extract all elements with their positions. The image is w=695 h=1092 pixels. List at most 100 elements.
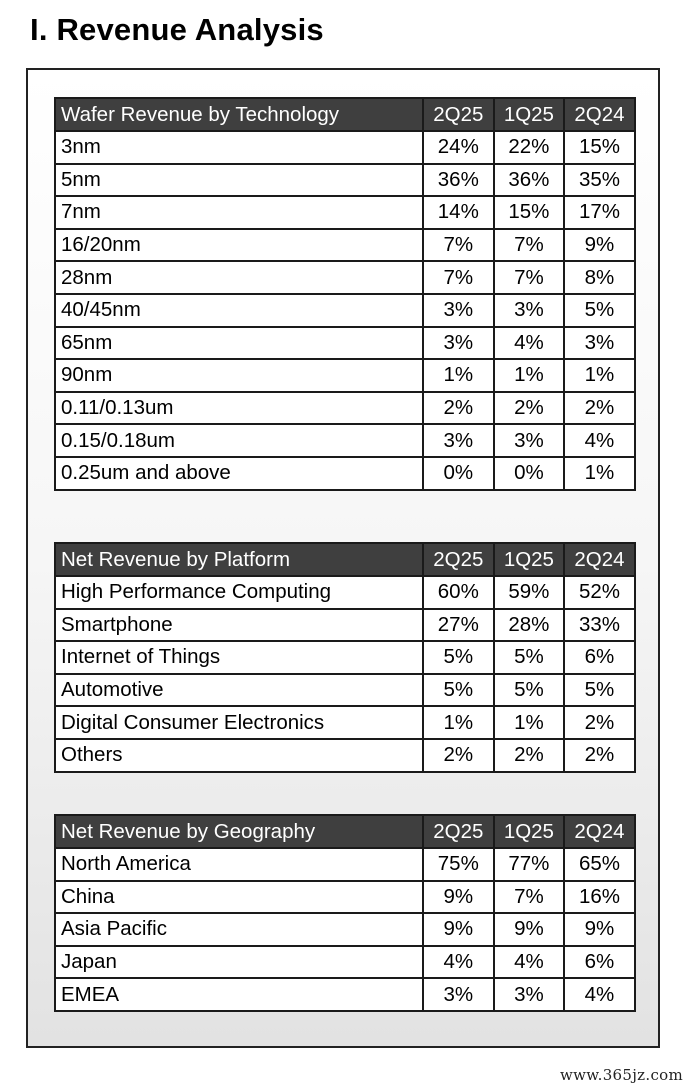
table-row: China 9% 7% 16% [54,879,636,915]
percent-cell: 7% [492,260,566,295]
row-label-cell: Smartphone [54,607,424,643]
percent-cell: 0% [422,455,495,491]
percent-cell: 52% [563,575,636,610]
percent-cell: 2% [492,390,566,426]
table-header-row: Net Revenue by Geography 2Q25 1Q25 2Q24 [54,814,636,849]
percent-cell: 1% [563,455,636,491]
watermark: www.365jz.com [559,1066,683,1084]
percent-cell: 7% [422,227,495,263]
table-row: North America 75% 77% 65% [54,847,636,882]
percent-cell: 9% [492,912,566,947]
row-label-cell: 90nm [54,358,424,393]
period-header-cell: 2Q24 [563,814,636,849]
percent-cell: 7% [492,879,566,915]
row-label-cell: 0.11/0.13um [54,390,424,426]
row-label-cell: 65nm [54,325,424,361]
percent-cell: 3% [492,977,566,1012]
percent-cell: 59% [492,575,566,610]
percent-cell: 0% [492,455,566,491]
row-label-cell: Others [54,737,424,773]
row-label-cell: Automotive [54,672,424,708]
table-row: High Performance Computing 60% 59% 52% [54,575,636,610]
percent-cell: 17% [563,195,636,230]
revenue-panel: Wafer Revenue by Technology 2Q25 1Q25 2Q24 3… [26,68,660,1048]
period-header-cell: 1Q25 [492,814,566,849]
percent-cell: 7% [492,227,566,263]
row-label-cell: China [54,879,424,915]
period-header-cell: 2Q24 [563,542,636,577]
percent-cell: 7% [422,260,495,295]
percent-cell: 3% [563,325,636,361]
row-label-cell: 40/45nm [54,292,424,328]
table-row: 16/20nm 7% 7% 9% [54,227,636,263]
row-label-cell: 0.15/0.18um [54,423,424,458]
period-header-cell: 2Q25 [422,542,495,577]
table-row: 28nm 7% 7% 8% [54,260,636,295]
table-row: 3nm 24% 22% 15% [54,130,636,165]
row-label-cell: High Performance Computing [54,575,424,610]
table-title-cell: Net Revenue by Geography [54,814,424,849]
row-label-cell: 3nm [54,130,424,165]
percent-cell: 9% [563,912,636,947]
table-title-cell: Wafer Revenue by Technology [54,97,424,132]
percent-cell: 22% [492,130,566,165]
platform-revenue-table: Net Revenue by Platform 2Q25 1Q25 2Q24 High … [54,542,636,773]
row-label-cell: Internet of Things [54,640,424,675]
percent-cell: 4% [563,977,636,1012]
percent-cell: 6% [563,944,636,980]
percent-cell: 1% [492,358,566,393]
percent-cell: 1% [492,705,566,740]
table-row: Automotive 5% 5% 5% [54,672,636,708]
percent-cell: 9% [422,879,495,915]
percent-cell: 36% [422,162,495,198]
period-header-cell: 1Q25 [492,542,566,577]
percent-cell: 28% [492,607,566,643]
table-row: 5nm 36% 36% 35% [54,162,636,198]
percent-cell: 4% [422,944,495,980]
period-header-cell: 2Q25 [422,814,495,849]
row-label-cell: 5nm [54,162,424,198]
table-row: 65nm 3% 4% 3% [54,325,636,361]
percent-cell: 5% [492,640,566,675]
percent-cell: 6% [563,640,636,675]
table-row: Smartphone 27% 28% 33% [54,607,636,643]
table-row: 40/45nm 3% 3% 5% [54,292,636,328]
percent-cell: 4% [563,423,636,458]
table-row: EMEA 3% 3% 4% [54,977,636,1012]
percent-cell: 27% [422,607,495,643]
percent-cell: 75% [422,847,495,882]
period-header-cell: 1Q25 [492,97,566,132]
percent-cell: 1% [563,358,636,393]
percent-cell: 1% [422,705,495,740]
table-header-row: Wafer Revenue by Technology 2Q25 1Q25 2Q24 [54,97,636,132]
percent-cell: 5% [492,672,566,708]
percent-cell: 3% [422,423,495,458]
percent-cell: 60% [422,575,495,610]
table-header-row: Net Revenue by Platform 2Q25 1Q25 2Q24 [54,542,636,577]
percent-cell: 77% [492,847,566,882]
row-label-cell: 16/20nm [54,227,424,263]
percent-cell: 5% [422,672,495,708]
period-header-cell: 2Q24 [563,97,636,132]
percent-cell: 3% [422,292,495,328]
table-row: 90nm 1% 1% 1% [54,358,636,393]
percent-cell: 2% [492,737,566,773]
percent-cell: 35% [563,162,636,198]
percent-cell: 15% [563,130,636,165]
table-row: 0.11/0.13um 2% 2% 2% [54,390,636,426]
percent-cell: 15% [492,195,566,230]
percent-cell: 9% [563,227,636,263]
table-row: Others 2% 2% 2% [54,737,636,773]
table-row: 0.15/0.18um 3% 3% 4% [54,423,636,458]
table-row: Digital Consumer Electronics 1% 1% 2% [54,705,636,740]
percent-cell: 1% [422,358,495,393]
percent-cell: 14% [422,195,495,230]
percent-cell: 16% [563,879,636,915]
percent-cell: 33% [563,607,636,643]
percent-cell: 36% [492,162,566,198]
percent-cell: 9% [422,912,495,947]
percent-cell: 5% [422,640,495,675]
table-row: 7nm 14% 15% 17% [54,195,636,230]
row-label-cell: Digital Consumer Electronics [54,705,424,740]
row-label-cell: 7nm [54,195,424,230]
